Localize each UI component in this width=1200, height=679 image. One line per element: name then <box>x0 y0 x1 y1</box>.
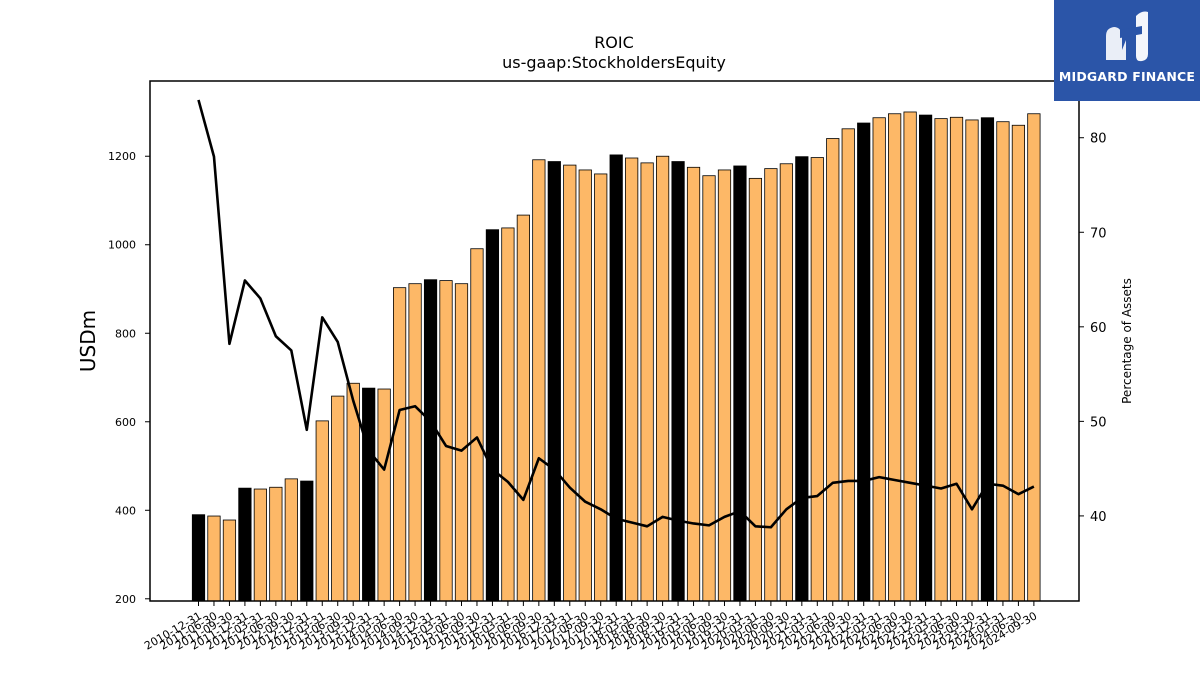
y-tick-label: 1000 <box>108 239 136 252</box>
chart-subtitle: us-gaap:StockholdersEquity <box>502 53 726 72</box>
bar-2019-12-31 <box>733 165 747 602</box>
bars-layer <box>191 111 1041 602</box>
bar-2018-12-31 <box>671 161 685 602</box>
bar-2018-09-30 <box>656 155 670 602</box>
y-tick-label: 200 <box>115 593 136 606</box>
bar-2019-03-31 <box>686 166 701 602</box>
bar-2013-12-31 <box>362 387 376 602</box>
y2-axis-label: Percentage of Assets <box>1120 278 1134 404</box>
bar-2017-03-31 <box>563 164 577 602</box>
bar-2012-12-31 <box>300 480 314 602</box>
y-axis-ticks: 200 400 600 800 1000 1200 <box>108 150 150 606</box>
bar-2014-03-31 <box>377 388 391 602</box>
bar-2021-12-31 <box>857 122 871 602</box>
bar-2021-06-30 <box>826 138 840 602</box>
bar-2011-12-31 <box>238 487 252 602</box>
y-axis-label: USDm <box>76 310 100 372</box>
bar-2022-12-31 <box>918 114 933 602</box>
bar-2010-12-31 <box>191 514 206 602</box>
y2-tick-label: 70 <box>1090 226 1107 241</box>
y-tick-label: 1200 <box>108 150 136 163</box>
bar-2023-03-31 <box>934 118 948 602</box>
y-tick-label: 400 <box>115 504 136 517</box>
y2-tick-label: 80 <box>1090 132 1107 147</box>
y2-tick-label: 60 <box>1090 321 1107 336</box>
plot-frame <box>149 80 1080 602</box>
x-axis-ticks: 2010-12-312011-06-302011-09-302011-12-31… <box>142 601 1039 653</box>
bar-2015-06-30 <box>454 283 469 602</box>
chart-title: ROIC <box>594 33 634 52</box>
midgard-finance-logo: MIDGARD FINANCE <box>1054 0 1200 101</box>
bar-2023-09-30 <box>965 119 979 602</box>
logo-mark-icon <box>1106 11 1148 62</box>
bar-2012-03-31 <box>253 488 267 602</box>
bar-2019-06-30 <box>702 175 716 602</box>
bar-2016-12-31 <box>547 161 561 602</box>
bar-2013-06-30 <box>331 395 345 602</box>
bar-2024-03-31 <box>996 121 1010 602</box>
bar-2015-12-31 <box>485 229 500 602</box>
bar-2016-06-30 <box>516 214 530 602</box>
bar-2014-06-30 <box>393 287 407 602</box>
y-tick-label: 800 <box>115 327 136 340</box>
bar-2014-12-31 <box>423 279 438 602</box>
bar-2017-09-30 <box>594 173 608 602</box>
bar-2012-06-30 <box>269 486 283 602</box>
y2-tick-label: 50 <box>1090 415 1107 430</box>
bar-2015-09-30 <box>470 248 484 602</box>
bar-2021-09-30 <box>841 128 855 602</box>
bar-2018-06-30 <box>640 162 654 602</box>
bar-2023-12-31 <box>980 117 995 602</box>
bar-2022-06-30 <box>888 113 902 602</box>
bar-2020-09-30 <box>779 163 793 602</box>
bar-2016-09-30 <box>532 159 546 602</box>
y2-tick-label: 40 <box>1090 510 1107 525</box>
percentage-line <box>197 99 1035 529</box>
bar-2020-12-31 <box>795 156 809 602</box>
bar-2018-03-31 <box>625 157 639 602</box>
bar-2017-12-31 <box>609 154 623 602</box>
bar-2016-03-31 <box>501 227 515 602</box>
logo-text: MIDGARD FINANCE <box>1058 69 1196 84</box>
bar-2011-06-30 <box>207 515 221 602</box>
bar-2014-09-30 <box>408 283 422 602</box>
bar-2020-03-31 <box>748 177 763 602</box>
bar-2011-09-30 <box>222 519 237 602</box>
bar-2020-06-30 <box>764 168 778 602</box>
y2-axis-ticks: 40 50 60 70 80 <box>1079 132 1107 525</box>
bar-2024-09-30 <box>1027 113 1041 602</box>
bar-2017-06-30 <box>578 169 592 602</box>
bar-2013-03-31 <box>315 420 329 602</box>
bar-2022-03-31 <box>872 117 886 602</box>
bar-2024-06-30 <box>1011 124 1026 602</box>
bar-2023-06-30 <box>949 116 964 602</box>
y-tick-label: 600 <box>115 416 136 429</box>
line-layer <box>197 99 1035 529</box>
bar-2022-09-30 <box>903 111 917 602</box>
bar-2019-09-30 <box>717 169 732 602</box>
bar-2012-09-30 <box>284 478 298 602</box>
bar-2021-03-31 <box>810 157 824 602</box>
